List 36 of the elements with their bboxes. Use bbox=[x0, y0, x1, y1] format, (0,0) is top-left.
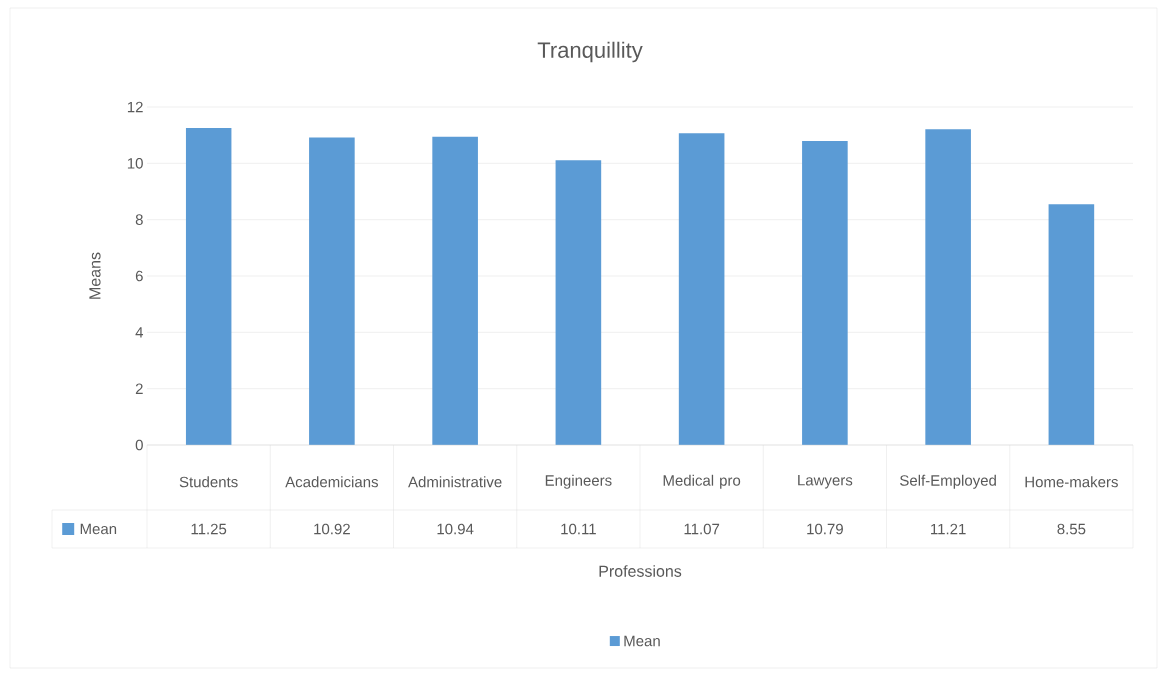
bar bbox=[555, 160, 602, 445]
bar bbox=[432, 136, 478, 445]
y-tick-label: 10 bbox=[127, 158, 143, 169]
x-tick-label: Home-makers bbox=[1025, 476, 1118, 488]
data-label: 10.92 bbox=[314, 523, 350, 535]
bar bbox=[925, 129, 971, 445]
y-tick-label: 4 bbox=[135, 327, 144, 338]
x-tick-label: Academicians bbox=[285, 476, 378, 488]
chart-title: Tranquillity bbox=[537, 41, 643, 63]
x-tick-label: Lawyers bbox=[798, 475, 853, 489]
bar bbox=[802, 141, 848, 445]
data-label: 10.94 bbox=[437, 523, 474, 535]
x-tick-label: Medical pro bbox=[663, 474, 741, 489]
bar bbox=[309, 137, 355, 445]
bar bbox=[1048, 204, 1095, 445]
text: Mean bbox=[624, 635, 660, 647]
data-label: 8.55 bbox=[1057, 523, 1086, 535]
data-label: 11.25 bbox=[191, 523, 227, 535]
y-axis-title: Means bbox=[89, 252, 101, 299]
y-tick-label: 2 bbox=[135, 383, 143, 394]
x-axis-title: Professions bbox=[599, 565, 682, 577]
x-tick-label: Self-Employed bbox=[900, 474, 996, 489]
y-tick-label: 12 bbox=[127, 101, 143, 113]
x-tick-label: Students bbox=[179, 476, 238, 488]
data-label: 11.07 bbox=[684, 523, 720, 535]
x-tick-label: Engineers bbox=[545, 474, 612, 489]
bar bbox=[678, 133, 725, 445]
x-tick-label: Administrative bbox=[408, 476, 502, 488]
y-tick-label: 8 bbox=[135, 214, 143, 225]
data-label: 10.79 bbox=[807, 523, 843, 535]
bar bbox=[185, 128, 232, 445]
data-label: 10.11 bbox=[561, 523, 596, 535]
data-label: 11.21 bbox=[931, 523, 966, 535]
legend-label: Mean bbox=[80, 523, 117, 535]
y-tick-label: 6 bbox=[135, 270, 143, 282]
y-tick-label: 0 bbox=[135, 439, 143, 451]
